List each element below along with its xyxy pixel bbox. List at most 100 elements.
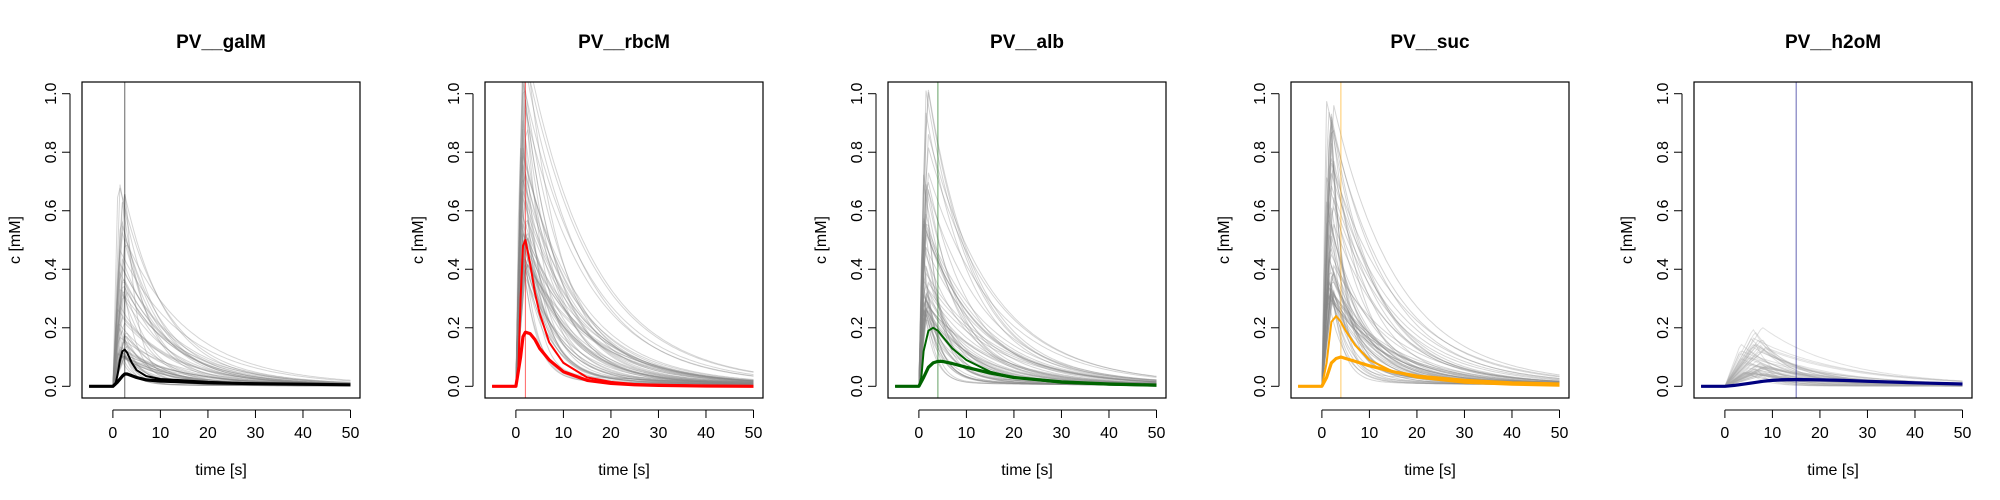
ensemble-trace [1298, 185, 1560, 387]
y-tick-label: 0.4 [849, 258, 866, 280]
y-tick-label: 0.8 [849, 141, 866, 163]
x-tick-label: 0 [1317, 425, 1326, 442]
y-tick-label: 0.4 [446, 258, 463, 280]
y-tick-label: 0.0 [1252, 375, 1269, 397]
x-tick-label: 40 [697, 425, 715, 442]
x-axis-label: time [s] [1001, 462, 1053, 479]
ensemble-trace [1701, 370, 1963, 387]
ensemble-trace [1298, 116, 1560, 387]
x-tick-label: 0 [511, 425, 520, 442]
ensemble-trace [1701, 368, 1963, 387]
y-tick-label: 0.6 [849, 200, 866, 222]
ensemble-trace [1701, 368, 1963, 387]
x-tick-label: 30 [650, 425, 668, 442]
panel-title: PV__h2oM [1785, 32, 1881, 53]
y-tick-label: 0.2 [1655, 317, 1672, 339]
x-tick-label: 50 [1148, 425, 1166, 442]
series-line-1 [492, 330, 754, 388]
ensemble-trace [492, 147, 754, 387]
ensemble-trace [1298, 177, 1560, 387]
ensemble-trace [1701, 373, 1963, 387]
ensemble-trace [89, 265, 351, 387]
ensemble-trace [895, 189, 1157, 387]
ensemble-trace [492, 173, 754, 387]
x-tick-label: 40 [1503, 425, 1521, 442]
ensemble-trace [492, 171, 754, 387]
panel-title: PV__rbcM [578, 32, 670, 53]
y-tick-label: 0.6 [43, 200, 60, 222]
ensemble-trace [1298, 173, 1560, 387]
ensemble-trace [1298, 253, 1560, 387]
y-tick-label: 0.8 [43, 141, 60, 163]
x-axis: 0 10 20 30 40 50 [914, 409, 1166, 442]
plot-frame [1290, 81, 1570, 399]
y-tick-label: 1.0 [1655, 82, 1672, 104]
panel-h2oM: PV__h2oM 0 10 20 30 40 50 0.00.20.40.60.81.0 … [1619, 32, 1973, 479]
ensemble-trace [492, 219, 754, 387]
panel-title: PV__galM [176, 32, 266, 53]
panel-title: PV__suc [1390, 32, 1470, 53]
plot-frame [1693, 81, 1973, 399]
ensemble-trace [895, 92, 1157, 387]
ensemble-trace [492, 258, 754, 387]
y-tick-label: 1.0 [1252, 82, 1269, 104]
plot-frame [81, 81, 361, 399]
panel-rbcM: PV__rbcM 0 10 20 30 40 50 0.00.20.40.60.81.0 … [410, 32, 764, 479]
ensemble-trace [1298, 113, 1560, 387]
ensemble-trace [1298, 105, 1560, 387]
ensemble-trace [1298, 160, 1560, 387]
x-tick-label: 10 [1361, 425, 1379, 442]
y-tick-label: 1.0 [849, 82, 866, 104]
x-axis: 0 10 20 30 40 50 [1720, 409, 1971, 442]
x-tick-label: 30 [1053, 425, 1071, 442]
ensemble-trace [89, 220, 351, 387]
ensemble-trace [492, 129, 754, 387]
x-tick-label: 20 [199, 425, 217, 442]
x-tick-label: 20 [1408, 425, 1426, 442]
ensemble-trace [89, 261, 351, 387]
x-axis-label: time [s] [1404, 462, 1456, 479]
ensemble-trace [492, 157, 754, 387]
ensemble-trace [1701, 372, 1963, 387]
ensemble-trace [492, 164, 754, 387]
x-axis: 0 10 20 30 40 50 [511, 409, 762, 442]
ensemble-trace [1701, 337, 1963, 387]
ensemble-trace [895, 281, 1157, 387]
y-tick-label: 0.8 [1252, 141, 1269, 163]
ensemble-trace [492, 200, 754, 387]
ensemble-trace [89, 187, 351, 387]
ensemble-trace [895, 248, 1157, 387]
ensemble-trace [89, 291, 351, 387]
ensemble-trace [1298, 291, 1560, 387]
ensemble-trace [492, 82, 754, 387]
ensemble-trace [895, 295, 1157, 387]
ensemble-trace [492, 269, 754, 387]
ensemble-trace [492, 219, 754, 387]
x-tick-label: 20 [602, 425, 620, 442]
x-tick-label: 30 [1859, 425, 1877, 442]
ensemble-trace [895, 229, 1157, 387]
ensemble-trace [492, 82, 754, 387]
ensemble-trace [895, 184, 1157, 387]
ensemble-trace [895, 233, 1157, 387]
ensemble-trace [492, 250, 754, 387]
ensemble-trace [492, 232, 754, 387]
ensemble-trace [1701, 348, 1963, 387]
ensemble-trace [1701, 331, 1963, 387]
x-tick-label: 30 [1456, 425, 1474, 442]
ensemble-trace [1298, 286, 1560, 387]
x-tick-label: 20 [1811, 425, 1829, 442]
series-line-1 [89, 372, 351, 388]
ensemble-trace [1298, 101, 1560, 387]
ensemble-trace [492, 190, 754, 387]
ensemble-trace [895, 183, 1157, 387]
y-tick-label: 0.2 [1252, 317, 1269, 339]
ensemble-trace [895, 218, 1157, 387]
series-line-1 [1701, 378, 1963, 388]
x-tick-label: 10 [1764, 425, 1782, 442]
ensemble-trace [492, 223, 754, 387]
ensemble-trace [492, 236, 754, 387]
ensemble-trace [492, 244, 754, 387]
ensemble-trace [89, 279, 351, 387]
ensemble-trace [1701, 373, 1963, 387]
